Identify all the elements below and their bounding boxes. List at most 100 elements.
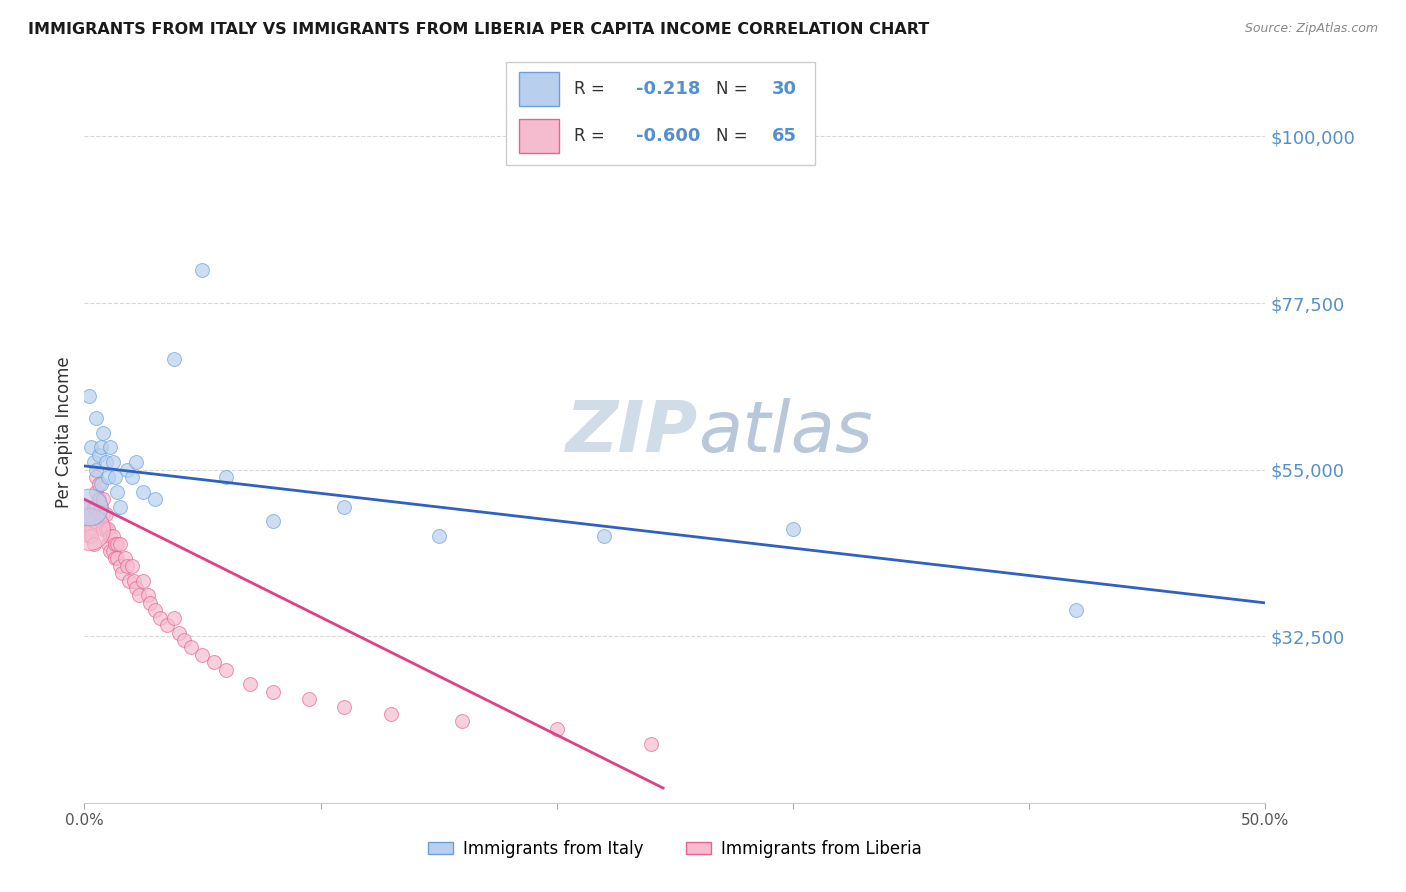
Point — [132, 484, 155, 499]
Point — [104, 536, 127, 550]
Point — [90, 500, 112, 514]
Point — [640, 737, 662, 751]
Point — [98, 441, 121, 455]
Point — [84, 470, 107, 484]
Point — [115, 558, 138, 573]
Point — [1066, 603, 1088, 617]
Point — [121, 558, 143, 573]
Point — [80, 522, 103, 536]
Point — [180, 640, 202, 655]
Point — [107, 484, 129, 499]
Point — [91, 492, 114, 507]
Point — [77, 500, 100, 514]
Point — [77, 522, 100, 536]
Point — [101, 529, 124, 543]
Point — [380, 706, 402, 721]
Point — [239, 677, 262, 691]
Text: atlas: atlas — [699, 398, 873, 467]
Point — [76, 500, 98, 514]
Point — [97, 522, 120, 536]
Point — [114, 551, 136, 566]
Point — [125, 581, 148, 595]
Point — [143, 603, 166, 617]
Point — [333, 699, 356, 714]
Point — [84, 484, 107, 499]
Point — [139, 596, 162, 610]
Point — [107, 536, 129, 550]
Point — [77, 500, 100, 514]
Point — [87, 448, 110, 462]
Point — [104, 551, 127, 566]
Point — [191, 262, 214, 277]
Point — [91, 425, 114, 440]
Point — [132, 574, 155, 588]
Point — [156, 618, 179, 632]
Point — [87, 507, 110, 521]
Point — [782, 522, 804, 536]
Point — [97, 470, 120, 484]
Point — [87, 492, 110, 507]
Point — [101, 455, 124, 469]
Text: -0.218: -0.218 — [636, 79, 700, 97]
Point — [108, 536, 131, 550]
Point — [90, 441, 112, 455]
Point — [84, 500, 107, 514]
Point — [136, 589, 159, 603]
Text: Source: ZipAtlas.com: Source: ZipAtlas.com — [1244, 22, 1378, 36]
Point — [593, 529, 616, 543]
Point — [77, 529, 100, 543]
Point — [128, 589, 150, 603]
Point — [115, 462, 138, 476]
Point — [94, 507, 117, 521]
Text: -0.600: -0.600 — [636, 127, 700, 145]
Point — [83, 455, 105, 469]
Point — [298, 692, 321, 706]
Point — [262, 515, 284, 529]
FancyBboxPatch shape — [506, 62, 815, 165]
Text: R =: R = — [574, 127, 610, 145]
Point — [97, 536, 120, 550]
Point — [125, 455, 148, 469]
Point — [91, 522, 114, 536]
Point — [108, 500, 131, 514]
Point — [163, 611, 186, 625]
Point — [80, 507, 103, 521]
Point — [87, 477, 110, 491]
Point — [427, 529, 450, 543]
Point — [104, 470, 127, 484]
Point — [84, 410, 107, 425]
Point — [83, 515, 105, 529]
Point — [167, 625, 190, 640]
Point — [191, 648, 214, 662]
Text: N =: N = — [717, 127, 754, 145]
Point — [107, 551, 129, 566]
Point — [262, 685, 284, 699]
Point — [77, 389, 100, 403]
Point — [118, 574, 141, 588]
FancyBboxPatch shape — [519, 119, 558, 153]
Text: IMMIGRANTS FROM ITALY VS IMMIGRANTS FROM LIBERIA PER CAPITA INCOME CORRELATION C: IMMIGRANTS FROM ITALY VS IMMIGRANTS FROM… — [28, 22, 929, 37]
Point — [101, 544, 124, 558]
Point — [83, 500, 105, 514]
Point — [143, 492, 166, 507]
Point — [122, 574, 145, 588]
Point — [98, 544, 121, 558]
Point — [91, 507, 114, 521]
Point — [94, 522, 117, 536]
Point — [90, 515, 112, 529]
Point — [80, 441, 103, 455]
Point — [94, 455, 117, 469]
Point — [80, 529, 103, 543]
Point — [149, 611, 172, 625]
Point — [173, 632, 195, 647]
Y-axis label: Per Capita Income: Per Capita Income — [55, 357, 73, 508]
Point — [83, 536, 105, 550]
Text: 30: 30 — [772, 79, 797, 97]
Legend: Immigrants from Italy, Immigrants from Liberia: Immigrants from Italy, Immigrants from L… — [422, 833, 928, 865]
Point — [90, 477, 112, 491]
Point — [111, 566, 134, 581]
Point — [451, 714, 474, 729]
FancyBboxPatch shape — [519, 71, 558, 105]
Text: 65: 65 — [772, 127, 797, 145]
Point — [163, 351, 186, 366]
